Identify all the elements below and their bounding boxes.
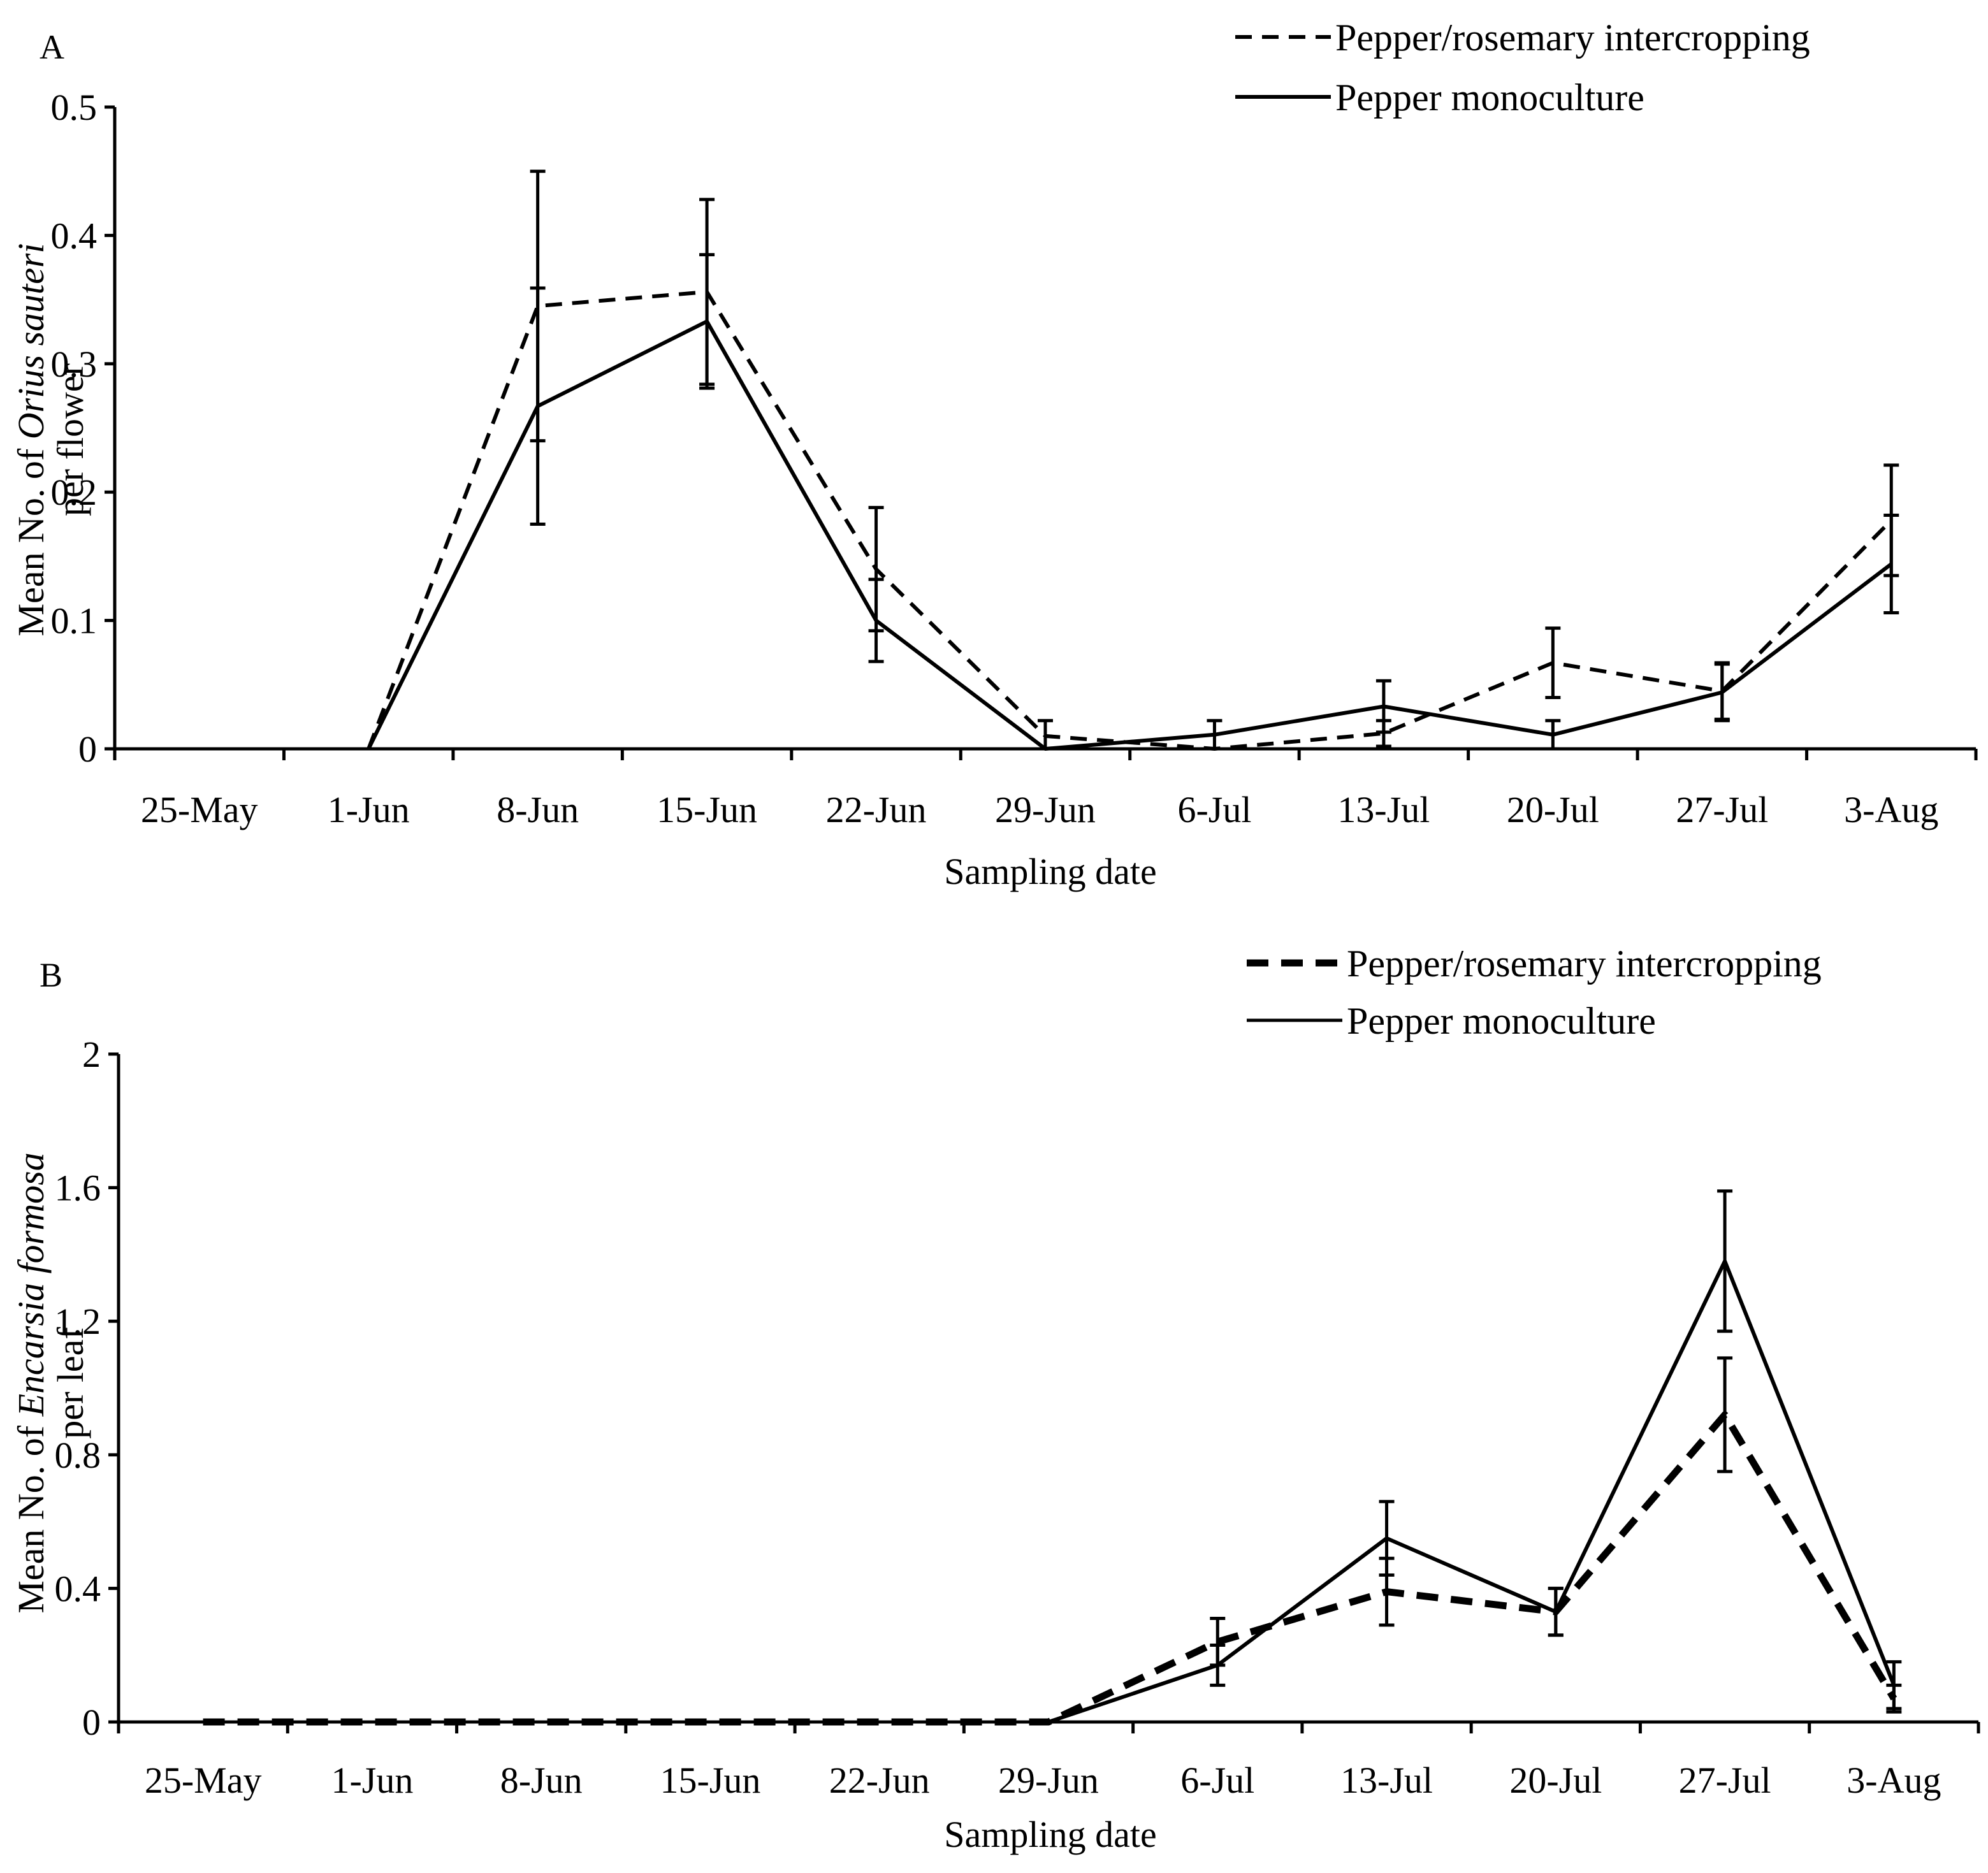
panel-b: B Pepper/rosemary intercropping Pepper m…	[10, 943, 1980, 1855]
y-tick-label: 0	[78, 728, 97, 770]
panel-b-y-axis-label-line2-group: per leaf	[50, 1327, 91, 1439]
series-line-monoculture	[1048, 1259, 1896, 1724]
panel-b-label: B	[40, 956, 62, 994]
y-tick-label: 0.4	[55, 1568, 101, 1609]
panel-a-y-axis-label-group: Mean No. of Orius sauteri	[10, 243, 52, 636]
legend-label-intercropping: Pepper/rosemary intercropping	[1335, 17, 1810, 59]
x-tick-label: 29-Jun	[995, 789, 1096, 830]
panel-b-y-axis-label-line2: per leaf	[50, 1327, 91, 1439]
x-tick-label: 29-Jun	[998, 1760, 1099, 1801]
x-tick-label: 22-Jun	[826, 789, 927, 830]
y-tick-label: 0.3	[51, 344, 98, 385]
legend-label-monoculture: Pepper monoculture	[1335, 76, 1644, 119]
x-tick-label: 15-Jun	[660, 1760, 761, 1801]
x-tick-label: 3-Aug	[1847, 1760, 1941, 1801]
x-tick-label: 20-Jul	[1507, 789, 1599, 830]
x-tick-label: 25-May	[141, 789, 258, 830]
panel-a-axes: 0 0.1 0.2 0.3 0.4 0.5 25-May 1-Jun 8-Jun 15-Jun 22…	[51, 87, 1978, 830]
series-line-intercropping	[366, 290, 1893, 751]
y-tick-label: 1.6	[55, 1168, 101, 1209]
x-tick-label: 20-Jul	[1509, 1760, 1602, 1801]
x-tick-label: 1-Jun	[328, 789, 410, 830]
y-tick-label: 0.5	[51, 87, 98, 128]
panel-b-y-axis-label: Mean No. of Encarsia formosa	[10, 1152, 52, 1613]
panel-a-label: A	[40, 28, 64, 66]
x-tick-label: 6-Jul	[1177, 789, 1251, 830]
x-tick-label: 13-Jul	[1337, 789, 1430, 830]
panel-b-axes: 0 0.4 0.8 1.2 1.6 2 25-May 1-Jun 8-Jun 15-Jun 22-J…	[55, 1034, 1980, 1801]
x-tick-label: 13-Jul	[1340, 1760, 1433, 1801]
y-tick-label: 0.1	[51, 600, 98, 642]
x-tick-label: 8-Jun	[497, 789, 579, 830]
panel-a: A Pepper/rosemary intercropping Pepper m…	[10, 17, 1978, 892]
series-line-monoculture	[366, 319, 1893, 751]
y-tick-label: 0.8	[55, 1435, 101, 1476]
legend-label-intercropping: Pepper/rosemary intercropping	[1347, 943, 1822, 985]
panel-a-plot-area	[366, 170, 1899, 751]
legend-label-monoculture: Pepper monoculture	[1347, 1000, 1656, 1042]
x-tick-label: 25-May	[145, 1760, 262, 1801]
panel-b-legend: Pepper/rosemary intercropping Pepper mon…	[1247, 943, 1822, 1042]
x-tick-label: 6-Jul	[1180, 1760, 1254, 1801]
panel-b-plot-area	[203, 1189, 1902, 1726]
panel-b-y-axis-label-group: Mean No. of Encarsia formosa	[10, 1152, 52, 1613]
x-tick-label: 15-Jun	[657, 789, 757, 830]
y-tick-label: 0.2	[51, 472, 98, 513]
x-tick-label: 27-Jul	[1679, 1760, 1771, 1801]
x-tick-label: 1-Jun	[331, 1760, 413, 1801]
panel-a-y-axis-label-line2-group: per flower	[50, 363, 91, 516]
x-tick-label: 8-Jun	[500, 1760, 583, 1801]
panel-a-x-axis-label: Sampling date	[944, 851, 1156, 892]
y-tick-label: 0.4	[51, 215, 98, 256]
y-tick-label: 2	[82, 1034, 101, 1075]
x-tick-label: 22-Jun	[829, 1760, 930, 1801]
y-tick-label: 0	[82, 1702, 101, 1743]
panel-a-legend: Pepper/rosemary intercropping Pepper mon…	[1235, 17, 1810, 119]
y-tick-label: 1.2	[55, 1301, 101, 1342]
x-tick-label: 3-Aug	[1844, 789, 1938, 830]
panel-b-x-axis-label: Sampling date	[944, 1814, 1156, 1855]
series-line-intercropping	[203, 1411, 1897, 1726]
panel-a-y-axis-label: Mean No. of Orius sauteri	[10, 243, 52, 636]
panel-a-y-axis-label-line2: per flower	[50, 363, 91, 516]
x-tick-label: 27-Jul	[1676, 789, 1768, 830]
